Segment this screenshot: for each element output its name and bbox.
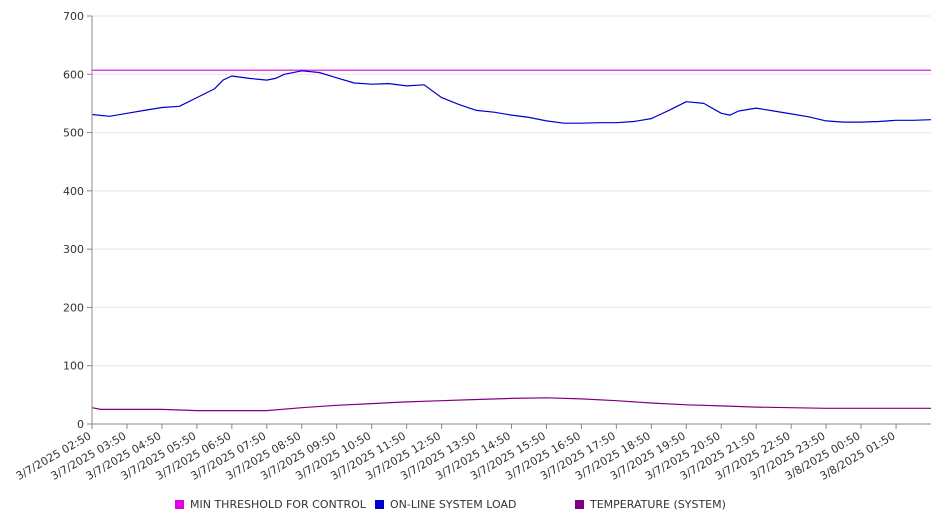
legend-swatch-temperature	[575, 500, 584, 509]
series-line-system-load	[91, 70, 932, 124]
y-tick-label: 0	[77, 418, 84, 431]
y-tick-label: 300	[63, 243, 84, 256]
gridlines	[92, 15, 931, 425]
y-tick-label: 600	[63, 68, 84, 81]
y-tick-label: 400	[63, 185, 84, 198]
y-tick-label: 500	[63, 127, 84, 140]
x-axis-ticks: 3/7/2025 02:503/7/2025 03:503/7/2025 04:…	[14, 424, 898, 483]
legend-swatch-min-threshold	[175, 500, 184, 509]
y-tick-label: 200	[63, 301, 84, 314]
legend: MIN THRESHOLD FOR CONTROL ON-LINE SYSTEM…	[0, 498, 946, 514]
legend-label-system-load: ON-LINE SYSTEM LOAD	[390, 498, 517, 511]
legend-label-temperature: TEMPERATURE (SYSTEM)	[590, 498, 726, 511]
legend-item-temperature[interactable]: TEMPERATURE (SYSTEM)	[575, 498, 726, 511]
y-axis-ticks: 0 100 200 300 400 500 600 700	[63, 10, 92, 431]
legend-item-system-load[interactable]: ON-LINE SYSTEM LOAD	[375, 498, 516, 511]
legend-swatch-system-load	[375, 500, 384, 509]
series-lines	[91, 69, 932, 412]
y-tick-label: 100	[63, 360, 84, 373]
series-line-temperature	[91, 397, 931, 412]
legend-label-min-threshold: MIN THRESHOLD FOR CONTROL	[190, 498, 366, 511]
legend-item-min-threshold[interactable]: MIN THRESHOLD FOR CONTROL	[175, 498, 366, 511]
y-tick-label: 700	[63, 10, 84, 23]
